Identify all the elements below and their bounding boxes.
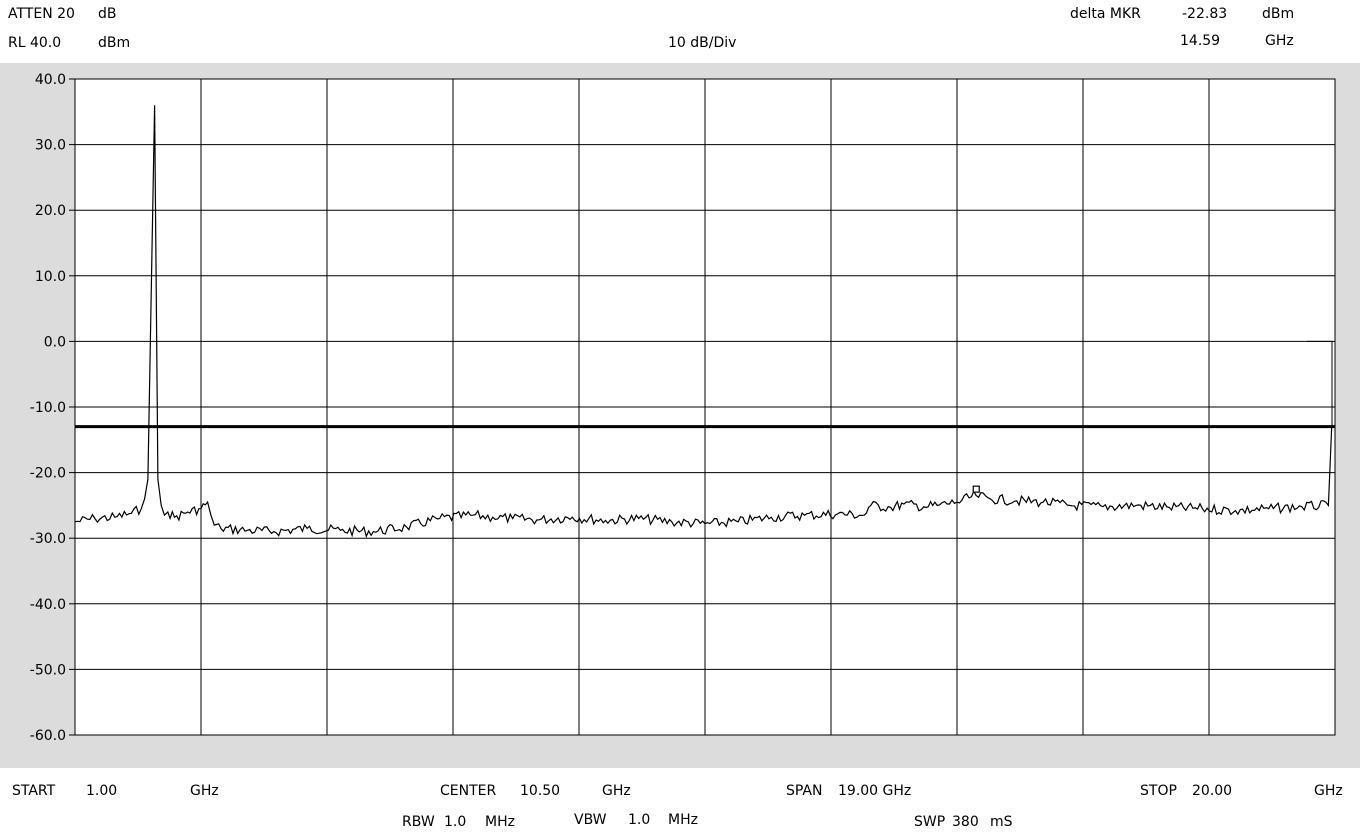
vbw-unit: MHz (668, 812, 698, 828)
span-label: SPAN (786, 783, 823, 799)
sweep-time-unit: mS (990, 814, 1013, 830)
marker-layer (972, 485, 980, 493)
y-tick-label: -40.0 (30, 597, 66, 613)
sweep-time-value: 380 (952, 814, 979, 830)
vbw-value: 1.0 (628, 812, 651, 828)
scale-per-division: 10 dB/Div (668, 35, 737, 51)
span-value: 19.00 GHz (838, 783, 912, 799)
rbw-label: RBW (402, 814, 435, 830)
stop-frequency-label: STOP (1140, 783, 1177, 799)
delta-marker-label: delta MKR (1070, 6, 1141, 22)
trace-layer (74, 105, 1335, 539)
ref-level-label: RL 40.0 (8, 35, 62, 51)
y-tick-label: 20.0 (35, 203, 66, 219)
limit-line-layer (75, 340, 1335, 429)
atten-label: ATTEN 20 (8, 6, 75, 22)
rbw-unit: MHz (485, 814, 515, 830)
delta-marker-symbol (972, 485, 980, 493)
start-frequency-value: 1.00 (86, 783, 118, 799)
y-tick-label: 0.0 (44, 334, 66, 350)
stop-frequency-unit: GHz (1314, 783, 1343, 799)
vbw-label: VBW (574, 812, 607, 828)
stop-frequency-value: 20.00 (1192, 783, 1233, 799)
delta-marker-unit: dBm (1262, 6, 1295, 22)
horizontal-gridlines (75, 144, 1335, 670)
y-axis-ticks: 40.0 30.0 20.0 10.0 0.0 -10.0 -20.0 -30.0 -40.0 -… (30, 72, 75, 744)
ref-level-unit: dBm (98, 35, 131, 51)
sweep-time-label: SWP (914, 814, 946, 830)
y-tick-label: 30.0 (35, 138, 66, 154)
start-frequency-label: START (12, 783, 56, 799)
y-tick-label: -50.0 (30, 662, 66, 678)
atten-unit: dB (98, 6, 117, 22)
center-frequency-label: CENTER (440, 783, 497, 799)
limit-line-step (1307, 340, 1333, 427)
y-tick-label: -30.0 (30, 531, 66, 547)
delta-marker-frequency: 14.59 (1180, 33, 1221, 49)
center-frequency-unit: GHz (602, 783, 631, 799)
start-frequency-unit: GHz (190, 783, 219, 799)
y-tick-label: 40.0 (35, 72, 66, 88)
y-tick-label: -60.0 (30, 728, 66, 744)
center-frequency-value: 10.50 (520, 783, 561, 799)
delta-marker-value: -22.83 (1182, 6, 1228, 22)
spectrum-trace (74, 105, 1335, 539)
y-tick-label: -20.0 (30, 466, 66, 482)
y-tick-label: 10.0 (35, 269, 66, 285)
y-tick-label: -10.0 (30, 400, 66, 416)
delta-marker-frequency-unit: GHz (1265, 33, 1294, 49)
rbw-value: 1.0 (444, 814, 467, 830)
